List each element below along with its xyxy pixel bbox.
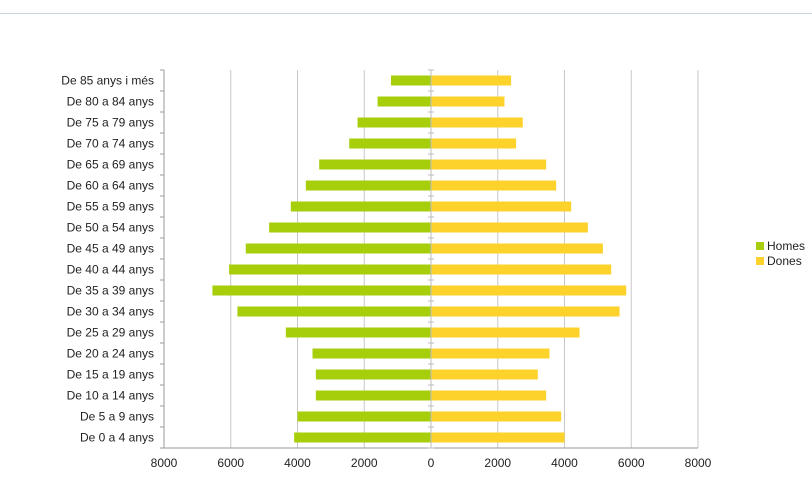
- bar-dones: [431, 180, 557, 191]
- bar-homes: [357, 117, 431, 128]
- x-tick-label: 8000: [685, 456, 712, 470]
- bar-dones: [431, 432, 565, 443]
- bars: [212, 75, 627, 443]
- category-label: De 35 a 39 anys: [67, 284, 154, 298]
- bar-homes: [390, 75, 431, 86]
- top-divider: [0, 13, 812, 14]
- category-label: De 45 a 49 anys: [67, 242, 154, 256]
- x-tick-label: 6000: [618, 456, 645, 470]
- category-label: De 25 a 29 anys: [67, 326, 154, 340]
- bar-homes: [229, 264, 431, 275]
- legend-label-dones: Dones: [767, 253, 802, 268]
- category-label: De 30 a 34 anys: [67, 305, 154, 319]
- bar-homes: [297, 411, 431, 422]
- bar-homes: [319, 159, 431, 170]
- bar-dones: [431, 117, 523, 128]
- legend-label-homes: Homes: [767, 238, 806, 253]
- bar-homes: [212, 285, 431, 296]
- bar-dones: [431, 390, 547, 401]
- bar-dones: [431, 201, 572, 212]
- x-tick-label: 6000: [217, 456, 244, 470]
- category-label: De 60 a 64 anys: [67, 179, 154, 193]
- category-label: De 85 anys i més: [61, 74, 154, 88]
- legend: Homes Dones: [756, 238, 805, 268]
- bar-dones: [431, 348, 550, 359]
- category-label: De 50 a 54 anys: [67, 221, 154, 235]
- legend-item-homes: Homes: [756, 238, 805, 253]
- legend-item-dones: Dones: [756, 253, 805, 268]
- category-label: De 15 a 19 anys: [67, 368, 154, 382]
- category-label: De 20 a 24 anys: [67, 347, 154, 361]
- x-tick-label: 2000: [351, 456, 378, 470]
- category-label: De 70 a 74 anys: [67, 137, 154, 151]
- bar-homes: [245, 243, 431, 254]
- category-label: De 0 a 4 anys: [80, 431, 154, 445]
- category-label: De 40 a 44 anys: [67, 263, 154, 277]
- bar-homes: [269, 222, 431, 233]
- category-labels: De 85 anys i més De 80 a 84 anys De 75 a 7…: [61, 74, 154, 445]
- bar-dones: [431, 327, 580, 338]
- bar-dones: [431, 75, 512, 86]
- bar-homes: [237, 306, 431, 317]
- bar-homes: [349, 138, 431, 149]
- x-tick-labels: 8000 6000 4000 2000 0 2000 4000 6000 8000: [151, 456, 712, 470]
- bar-homes: [377, 96, 431, 107]
- bar-dones: [431, 159, 547, 170]
- bar-dones: [431, 243, 603, 254]
- x-tick-label: 8000: [151, 456, 178, 470]
- bar-homes: [290, 201, 431, 212]
- bar-dones: [431, 369, 538, 380]
- category-label: De 80 a 84 anys: [67, 95, 154, 109]
- category-label: De 65 a 69 anys: [67, 158, 154, 172]
- category-label: De 55 a 59 anys: [67, 200, 154, 214]
- bar-dones: [431, 285, 627, 296]
- x-tick-label: 4000: [551, 456, 578, 470]
- category-label: De 10 a 14 anys: [67, 389, 154, 403]
- bar-dones: [431, 222, 588, 233]
- bar-homes: [294, 432, 431, 443]
- bar-homes: [285, 327, 431, 338]
- bar-homes: [312, 348, 431, 359]
- category-label: De 5 a 9 anys: [80, 410, 154, 424]
- bar-dones: [431, 411, 562, 422]
- legend-swatch-homes: [756, 241, 764, 250]
- bar-homes: [315, 369, 431, 380]
- bar-homes: [315, 390, 431, 401]
- legend-swatch-dones: [756, 256, 764, 265]
- bar-dones: [431, 96, 505, 107]
- bar-dones: [431, 138, 517, 149]
- bar-homes: [305, 180, 431, 191]
- bar-dones: [431, 264, 612, 275]
- axes: [160, 69, 698, 449]
- bar-dones: [431, 306, 620, 317]
- x-tick-label: 4000: [284, 456, 311, 470]
- x-tick-label: 0: [428, 456, 435, 470]
- category-label: De 75 a 79 anys: [67, 116, 154, 130]
- x-tick-label: 2000: [484, 456, 511, 470]
